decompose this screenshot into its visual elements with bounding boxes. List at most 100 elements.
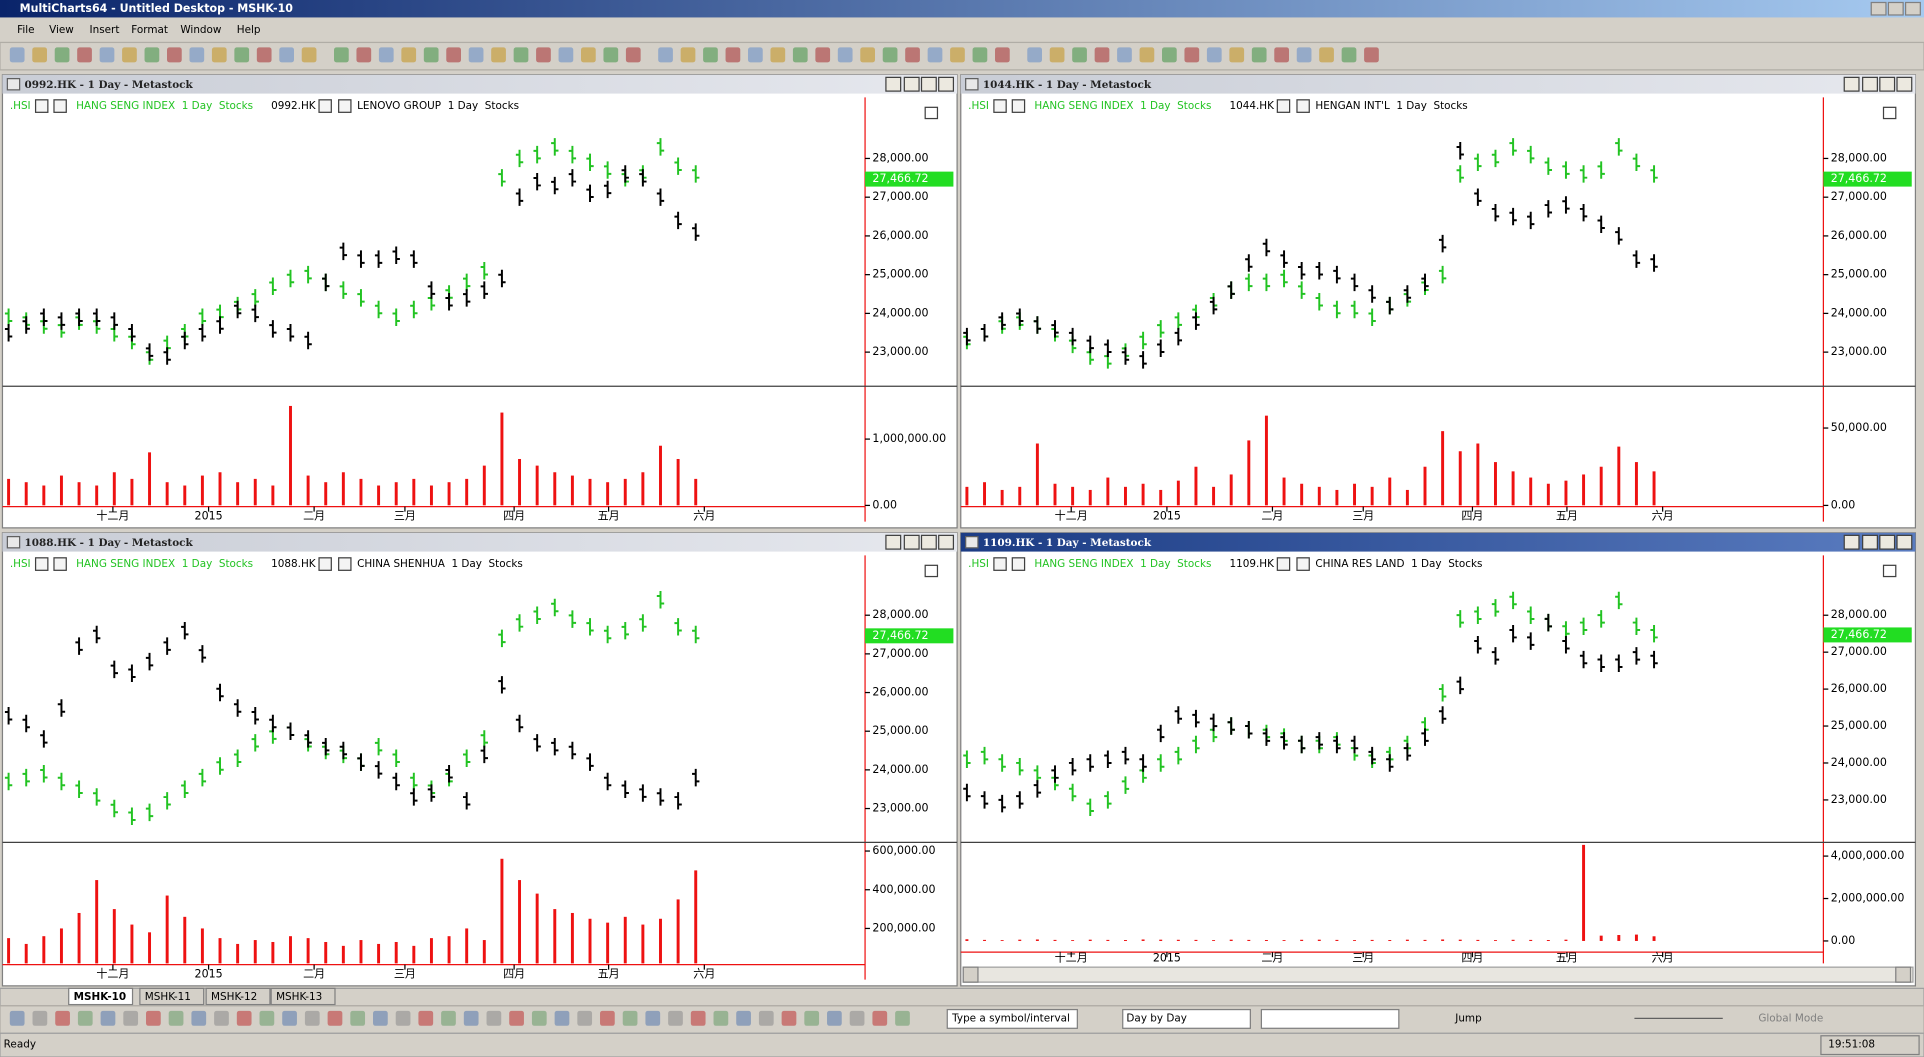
tool-button[interactable]	[895, 1010, 910, 1026]
toolbar-button[interactable]	[860, 47, 876, 63]
tool-button[interactable]	[55, 1010, 70, 1026]
toolbar-button[interactable]	[211, 47, 227, 63]
toolbar-button[interactable]	[815, 47, 831, 63]
toolbar-button[interactable]	[401, 47, 417, 63]
toolbar-button[interactable]	[9, 47, 25, 63]
tool-button[interactable]	[827, 1010, 842, 1026]
toolbar-button[interactable]	[1319, 47, 1334, 63]
toolbar-button[interactable]	[468, 47, 484, 63]
legend-dropdown[interactable]	[34, 557, 49, 571]
legend-dropdown[interactable]	[1011, 557, 1026, 571]
tab-label[interactable]: MSHK-12	[211, 991, 257, 1003]
legend-dropdown[interactable]	[318, 557, 332, 571]
toolbar-button[interactable]	[54, 47, 70, 63]
settings-icon[interactable]	[924, 564, 939, 578]
legend-dropdown[interactable]	[53, 557, 67, 571]
toolbar-button[interactable]	[837, 47, 853, 63]
tool-button[interactable]	[668, 1010, 683, 1026]
toolbar-button[interactable]	[334, 47, 349, 63]
tool-button[interactable]	[463, 1010, 479, 1026]
panel-button[interactable]	[885, 534, 902, 550]
global-mode[interactable]: Global Mode	[1758, 1012, 1823, 1024]
tool-button[interactable]	[168, 1010, 184, 1026]
panel-button[interactable]	[938, 534, 955, 550]
toolbar-button[interactable]	[972, 47, 988, 63]
toolbar-button[interactable]	[122, 47, 137, 63]
tool-button[interactable]	[282, 1010, 297, 1026]
toolbar-button[interactable]	[446, 47, 461, 63]
chart-panel[interactable]: 1109.HK - 1 Day - Metastock .HSI HANG SENG…	[960, 532, 1917, 987]
tool-button[interactable]	[690, 1010, 706, 1026]
panel-button[interactable]	[885, 76, 902, 92]
tool-button[interactable]	[509, 1010, 524, 1026]
tool-button[interactable]	[577, 1010, 593, 1026]
toolbar-button[interactable]	[950, 47, 965, 63]
tool-button[interactable]	[600, 1010, 615, 1026]
toolbar-button[interactable]	[1251, 47, 1267, 63]
toolbar-button[interactable]	[1206, 47, 1222, 63]
tool-button[interactable]	[327, 1010, 343, 1026]
legend-dropdown[interactable]	[338, 99, 352, 113]
panel-button[interactable]	[920, 534, 937, 550]
settings-icon[interactable]	[1882, 106, 1897, 120]
tool-button[interactable]	[373, 1010, 388, 1026]
menu-item[interactable]: Window	[180, 24, 221, 36]
toolbar-button[interactable]	[792, 47, 808, 63]
tool-button[interactable]	[304, 1010, 320, 1026]
scrollbar[interactable]	[962, 966, 1914, 983]
settings-icon[interactable]	[1882, 564, 1897, 578]
toolbar-button[interactable]	[658, 47, 673, 63]
tool-button[interactable]	[395, 1010, 411, 1026]
tool-button[interactable]	[214, 1010, 229, 1026]
legend-dropdown[interactable]	[1011, 99, 1026, 113]
toolbar-button[interactable]	[680, 47, 696, 63]
toolbar-button[interactable]	[927, 47, 943, 63]
tool-button[interactable]	[645, 1010, 661, 1026]
toolbar-button[interactable]	[1027, 47, 1043, 63]
toolbar-button[interactable]	[882, 47, 898, 63]
tab-label[interactable]: MSHK-11	[145, 991, 191, 1003]
menu-item[interactable]: Help	[237, 24, 261, 36]
tab-label[interactable]: MSHK-10	[74, 991, 127, 1003]
toolbar-button[interactable]	[32, 47, 47, 63]
toolbar-button[interactable]	[558, 47, 574, 63]
tool-button[interactable]	[9, 1010, 25, 1026]
symbol-input-text[interactable]: Type a symbol/interval	[951, 1012, 1070, 1024]
toolbar-button[interactable]	[905, 47, 920, 63]
toolbar-button[interactable]	[491, 47, 506, 63]
toolbar-button[interactable]	[378, 47, 394, 63]
legend-dropdown[interactable]	[993, 99, 1007, 113]
legend-dropdown[interactable]	[53, 99, 67, 113]
toolbar-button[interactable]	[536, 47, 551, 63]
toolbar-button[interactable]	[995, 47, 1010, 63]
toolbar-button[interactable]	[1094, 47, 1110, 63]
toolbar-button[interactable]	[1229, 47, 1245, 63]
toolbar-button[interactable]	[603, 47, 619, 63]
toolbar-button[interactable]	[234, 47, 250, 63]
chart-panel[interactable]: 0992.HK - 1 Day - Metastock .HSI HANG SENG…	[1, 74, 958, 529]
toolbar-button[interactable]	[1274, 47, 1290, 63]
panel-button[interactable]	[1879, 76, 1896, 92]
panel-button[interactable]	[903, 534, 920, 550]
tool-button[interactable]	[736, 1010, 751, 1026]
interval-text[interactable]: Day by Day	[1126, 1012, 1187, 1024]
toolbar-button[interactable]	[99, 47, 115, 63]
window-button[interactable]	[1887, 1, 1904, 16]
legend-dropdown[interactable]	[34, 99, 49, 113]
tab[interactable]	[205, 987, 271, 1006]
tool-button[interactable]	[554, 1010, 570, 1026]
legend-dropdown[interactable]	[1276, 99, 1291, 113]
tool-button[interactable]	[236, 1010, 252, 1026]
toolbar-button[interactable]	[301, 47, 317, 63]
window-button[interactable]	[1870, 1, 1887, 16]
chart-panel[interactable]: 1044.HK - 1 Day - Metastock .HSI HANG SENG…	[960, 74, 1917, 529]
jump-button[interactable]: Jump	[1454, 1012, 1482, 1024]
toolbar-button[interactable]	[725, 47, 741, 63]
toolbar-button[interactable]	[423, 47, 439, 63]
toolbar-button[interactable]	[625, 47, 641, 63]
legend-dropdown[interactable]	[1296, 557, 1310, 571]
tool-button[interactable]	[441, 1010, 456, 1026]
window-button[interactable]	[1904, 1, 1921, 16]
toolbar-button[interactable]	[703, 47, 718, 63]
toolbar-button[interactable]	[513, 47, 529, 63]
